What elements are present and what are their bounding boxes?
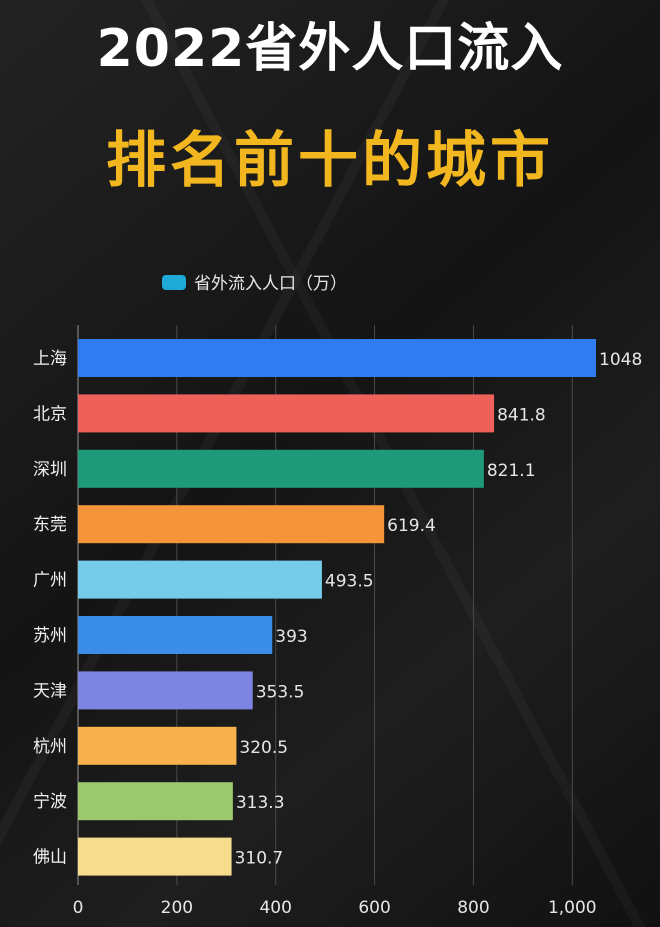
category-label: 东莞 [33,515,67,535]
x-tick-label: 1,000 [548,898,597,918]
legend-label: 省外流入人口（万） [194,274,347,294]
category-label: 北京 [33,404,67,424]
category-label: 宁波 [33,792,67,812]
legend-swatch [162,275,186,290]
bar [78,560,322,599]
bar [78,726,237,765]
chart-subtitle: 排名前十的城市 [106,126,554,196]
bar [78,505,385,544]
value-label: 619.4 [387,516,436,536]
category-label: 天津 [33,681,67,701]
value-label: 313.3 [236,793,285,813]
bar [78,394,495,433]
bar [78,616,273,654]
bar [78,671,253,710]
category-label: 杭州 [33,737,67,757]
value-label: 320.5 [239,738,288,758]
x-tick-label: 400 [259,898,291,918]
category-label: 佛山 [33,848,67,868]
x-tick-label: 0 [73,898,84,918]
x-tick-label: 800 [457,898,489,918]
bar [78,339,597,377]
value-label: 493.5 [325,572,374,592]
bar [78,782,233,821]
value-label: 310.7 [235,849,284,869]
bar [78,837,232,876]
category-label: 广州 [33,571,67,591]
category-label: 上海 [33,349,67,369]
chart-title: 2022省外人口流入 [96,19,564,79]
value-label: 841.8 [497,405,546,425]
value-label: 353.5 [256,682,305,702]
bar [78,449,484,488]
value-label: 1048 [599,350,642,370]
value-label: 393 [275,627,307,647]
x-tick-label: 200 [161,898,193,918]
x-tick-label: 600 [358,898,390,918]
value-label: 821.1 [487,461,536,481]
category-label: 深圳 [33,460,67,480]
category-label: 苏州 [33,626,67,646]
